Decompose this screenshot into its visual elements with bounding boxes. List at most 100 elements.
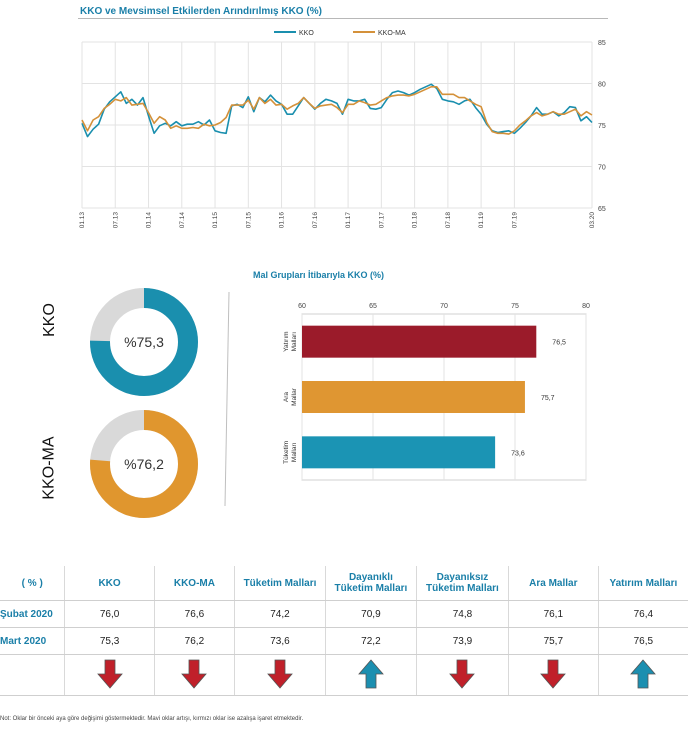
line-chart-title: KKO ve Mevsimsel Etkilerden Arındırılmış… <box>80 6 322 17</box>
footnote: Not: Oklar bir önceki aya göre değişimi … <box>0 716 304 722</box>
title-rule <box>78 18 608 19</box>
x-tick-label: 07.13 <box>112 212 119 229</box>
bar-chart: 60 65 70 75 80 76,5 Yatırım Malları 75,7 Ara Mall… <box>283 303 590 481</box>
bar-value-label: 76,5 <box>552 340 566 347</box>
bar-value-label: 75,7 <box>541 395 555 402</box>
arrow-shape <box>630 658 657 688</box>
bar-category-label: Tüketim Malları <box>283 441 298 464</box>
table-cell: 74,8 <box>416 600 509 628</box>
bar-category-word: Yatırım <box>283 331 290 351</box>
bar-category-label: Ara Mallar <box>283 387 298 406</box>
line-chart: 65 70 75 80 85 01.13 07.13 01.14 07.14 01.15 07.1… <box>79 30 606 229</box>
table-header-kko-ma: KKO-MA <box>154 566 236 601</box>
bar <box>302 381 525 413</box>
donut-kko-ma-side-label: KKO-MA <box>41 436 58 500</box>
bar-value-label: 73,6 <box>511 450 525 457</box>
donut-kko: %75,3 <box>90 288 198 396</box>
arrow-down-glyph <box>540 659 567 689</box>
x-tick-label: 75 <box>511 303 519 310</box>
line-chart-legend: KKO KKO-MA <box>274 30 406 37</box>
arrow-down-glyph <box>181 659 208 689</box>
legend-kko-label: KKO <box>299 30 314 37</box>
table-cell: 74,2 <box>234 600 326 628</box>
arrow-down-icon <box>508 654 599 696</box>
table-cell: 76,2 <box>154 627 236 655</box>
bar-category-label: Yatırım Malları <box>283 331 298 351</box>
y-tick-label: 75 <box>598 123 606 130</box>
x-tick-label: 70 <box>440 303 448 310</box>
donut-charts: %75,3 %76,2 <box>90 288 198 518</box>
table-header-kko: KKO <box>64 566 155 601</box>
section-divider <box>224 291 230 507</box>
table-header-dayaniksiz: Dayanıksız Tüketim Malları <box>416 566 509 601</box>
row-label: Şubat 2020 <box>0 600 66 628</box>
table-header-row: ( % ) KKO KKO-MA Tüketim Malları Dayanık… <box>0 566 688 601</box>
x-tick-label: 01.13 <box>79 212 86 229</box>
table-cell: 72,2 <box>325 627 418 655</box>
table-cell: 76,5 <box>598 627 688 655</box>
row-label: Mart 2020 <box>0 627 66 655</box>
x-tick-label: 07.15 <box>245 212 252 229</box>
x-tick-label: 01.19 <box>478 212 485 229</box>
x-tick-label: 07.16 <box>312 212 319 229</box>
line-chart-x-ticks: 01.13 07.13 01.14 07.14 01.15 07.15 01.16 07.16… <box>79 212 596 229</box>
x-tick-label: 60 <box>298 303 306 310</box>
table-header-unit: ( % ) <box>0 566 66 601</box>
arrow-shape <box>267 659 293 689</box>
bar-chart-x-ticks: 60 65 70 75 80 <box>298 303 590 310</box>
table-cell <box>0 654 66 696</box>
arrow-down-icon <box>234 654 326 696</box>
table-row: Şubat 2020 76,0 76,6 74,2 70,9 74,8 76,1… <box>0 600 688 628</box>
x-tick-label: 01.18 <box>412 212 419 229</box>
arrow-down-glyph <box>449 659 476 689</box>
donut-kko-value: %75,3 <box>124 334 164 350</box>
bar-category-word: Tüketim <box>283 441 290 464</box>
table-header-tuketim: Tüketim Malları <box>234 566 326 601</box>
arrow-shape <box>181 659 208 689</box>
arrow-up-icon <box>325 654 418 696</box>
line-chart-grid <box>81 41 593 209</box>
arrow-down-icon <box>64 654 155 696</box>
table-header-yatirim: Yatırım Malları <box>598 566 688 601</box>
x-tick-label: 07.18 <box>445 212 452 229</box>
bar-chart-title: Mal Grupları İtibarıyla KKO (%) <box>253 270 385 280</box>
donut-kko-arc <box>90 288 198 396</box>
x-tick-label: 07.17 <box>378 212 385 229</box>
bar-category-word: Mallar <box>291 387 298 406</box>
arrow-down-glyph <box>96 659 123 689</box>
donut-kko-side-label: KKO <box>40 303 58 337</box>
table-header-ara: Ara Mallar <box>508 566 599 601</box>
donut-kko-ma-value: %76,2 <box>124 456 164 472</box>
x-tick-label: 07.19 <box>511 212 518 229</box>
table-row: Mart 2020 75,3 76,2 73,6 72,2 73,9 75,7 … <box>0 627 688 655</box>
series-kko-ma-line <box>81 86 593 135</box>
y-tick-label: 70 <box>598 165 606 172</box>
arrow-shape <box>449 659 476 689</box>
x-tick-label: 80 <box>582 303 590 310</box>
x-tick-label: 01.17 <box>345 212 352 229</box>
arrow-down-icon <box>416 654 509 696</box>
table-arrow-row <box>0 654 688 696</box>
x-tick-label: 07.14 <box>179 212 186 229</box>
arrow-up-glyph <box>358 658 384 688</box>
y-tick-label: 65 <box>598 206 606 213</box>
table-cell: 75,7 <box>508 627 599 655</box>
line-chart-series <box>81 83 593 138</box>
x-tick-label: 03.20 <box>589 212 596 229</box>
x-tick-label: 65 <box>369 303 377 310</box>
donut-kko-ma-arc <box>90 410 198 518</box>
arrow-up-icon <box>598 654 688 696</box>
arrow-shape <box>540 659 567 689</box>
arrow-shape <box>358 658 384 688</box>
table-header-dayanikli: Dayanıklı Tüketim Malları <box>325 566 418 601</box>
x-tick-label: 01.15 <box>212 212 219 229</box>
table-cell: 76,1 <box>508 600 599 628</box>
arrow-down-icon <box>154 654 236 696</box>
table-cell: 76,6 <box>154 600 236 628</box>
bar-category-word: Malları <box>291 332 298 352</box>
bar-chart-bars: 76,5 Yatırım Malları 75,7 Ara Mallar 73,6 Tüket… <box>283 325 566 469</box>
y-tick-label: 85 <box>598 40 606 47</box>
legend-kko-ma-label: KKO-MA <box>378 30 406 37</box>
summary-table: ( % ) KKO KKO-MA Tüketim Malları Dayanık… <box>0 566 688 696</box>
table-cell: 76,0 <box>64 600 155 628</box>
